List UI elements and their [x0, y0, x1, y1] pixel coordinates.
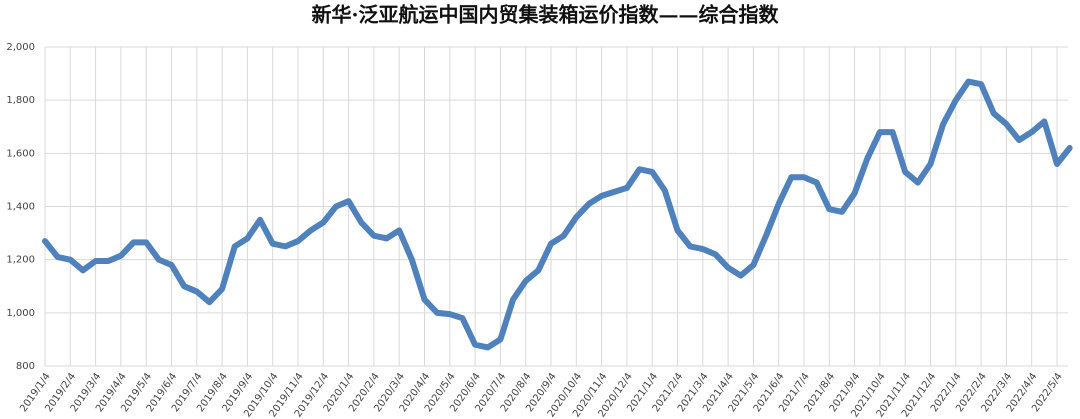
y-tick-label: 1,000 [6, 308, 35, 319]
y-tick-label: 1,600 [6, 148, 35, 159]
y-tick-label: 1,800 [6, 95, 35, 106]
y-tick-label: 1,400 [6, 202, 35, 213]
chart-title: 新华·泛亚航运中国内贸集装箱运价指数——综合指数 [312, 3, 780, 27]
y-tick-label: 1,200 [6, 255, 35, 266]
y-tick-label: 2,000 [6, 42, 35, 53]
line [42, 78, 1073, 351]
y-tick-label: 800 [16, 361, 35, 372]
